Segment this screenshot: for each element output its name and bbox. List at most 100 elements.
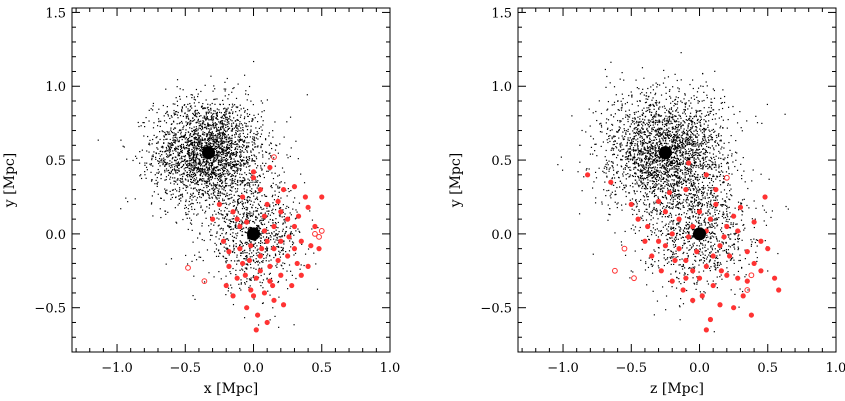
background-point <box>252 118 254 120</box>
background-point <box>282 262 284 264</box>
background-point <box>619 127 621 129</box>
background-point <box>637 105 639 107</box>
background-point <box>236 201 239 203</box>
background-point <box>144 171 146 173</box>
background-point <box>249 203 252 205</box>
background-point <box>265 139 267 141</box>
background-point <box>199 152 201 154</box>
background-point <box>163 161 165 163</box>
background-point <box>206 161 208 163</box>
background-point <box>229 202 231 205</box>
background-point <box>167 174 170 176</box>
background-point <box>195 182 197 184</box>
background-point <box>215 244 218 246</box>
background-point <box>241 222 243 224</box>
background-point <box>193 275 195 277</box>
background-point <box>676 140 678 142</box>
background-point <box>244 122 246 124</box>
background-point <box>233 158 235 160</box>
background-point <box>224 190 226 192</box>
background-point <box>654 174 656 176</box>
background-point <box>616 172 618 175</box>
background-point <box>181 196 184 198</box>
background-point <box>230 175 232 178</box>
background-point <box>645 142 648 144</box>
background-point <box>693 122 696 124</box>
background-point <box>249 136 251 138</box>
background-point <box>676 103 678 105</box>
background-point <box>630 169 632 171</box>
background-point <box>159 155 161 157</box>
background-point <box>179 179 181 182</box>
background-point <box>144 162 146 164</box>
background-point <box>193 137 195 139</box>
background-point <box>656 150 658 152</box>
background-point <box>662 119 664 121</box>
background-point <box>261 218 263 220</box>
background-point <box>191 143 193 145</box>
background-point <box>651 147 653 149</box>
background-point <box>196 153 198 156</box>
background-point <box>226 182 228 185</box>
background-point <box>677 97 679 99</box>
background-point <box>731 153 733 155</box>
background-point <box>217 175 220 177</box>
background-point <box>212 90 214 92</box>
background-point <box>231 140 233 142</box>
background-point <box>250 100 252 102</box>
background-point <box>243 140 245 142</box>
red-point <box>275 257 281 264</box>
background-point <box>220 132 222 134</box>
background-point <box>214 142 216 144</box>
background-point <box>692 174 694 177</box>
background-point <box>192 120 194 122</box>
background-point <box>250 212 252 214</box>
background-point <box>616 186 618 189</box>
background-point <box>215 143 218 145</box>
background-point <box>216 184 218 186</box>
background-point <box>222 153 224 156</box>
background-point <box>656 167 658 169</box>
background-point <box>261 219 263 222</box>
background-point <box>203 180 205 182</box>
background-point <box>168 154 171 156</box>
background-point <box>209 124 211 126</box>
background-point <box>654 148 656 150</box>
background-point <box>232 153 234 156</box>
background-point <box>274 165 276 167</box>
background-point <box>191 169 193 171</box>
background-point <box>256 227 258 229</box>
background-point <box>260 237 262 239</box>
background-point <box>241 164 243 166</box>
background-point <box>288 264 291 266</box>
background-point <box>152 215 154 217</box>
background-point <box>208 175 210 177</box>
background-point <box>207 103 209 105</box>
background-point <box>178 140 180 143</box>
background-point <box>200 129 203 131</box>
background-point <box>245 259 247 261</box>
background-point <box>194 111 196 113</box>
background-point <box>700 110 702 112</box>
background-point <box>181 136 183 138</box>
background-point <box>220 186 222 188</box>
background-point <box>166 189 168 191</box>
background-point <box>237 203 239 205</box>
background-point <box>693 152 696 154</box>
background-point <box>177 155 179 157</box>
background-point <box>227 162 229 164</box>
background-point <box>229 156 231 158</box>
background-point <box>632 213 634 216</box>
background-point <box>232 250 234 253</box>
background-point <box>290 231 292 233</box>
background-point <box>175 172 177 174</box>
background-point <box>185 179 187 181</box>
background-point <box>171 166 173 168</box>
background-point <box>685 144 687 147</box>
background-point <box>266 278 268 280</box>
background-point <box>695 145 697 147</box>
background-point <box>650 146 652 148</box>
background-point <box>643 203 645 206</box>
background-point <box>693 165 695 167</box>
background-point <box>203 281 206 283</box>
